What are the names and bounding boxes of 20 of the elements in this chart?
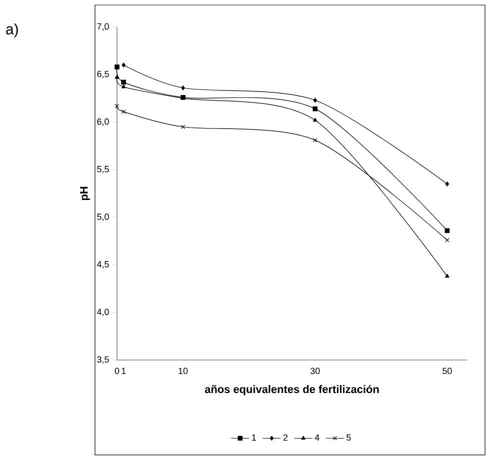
y-tick-label: 5,5 <box>97 166 109 174</box>
x-tick-label: 0 <box>114 368 120 374</box>
legend-label: 1 <box>252 434 256 441</box>
y-tick-label: 7,0 <box>97 23 109 31</box>
legend-label: 4 <box>314 434 320 441</box>
y-tick-label: 3,5 <box>97 356 109 364</box>
x-tick-label: 1 <box>122 368 126 374</box>
text: a) <box>6 24 18 38</box>
y-tick-label: 4,5 <box>96 261 109 268</box>
y-tick-label: 4,0 <box>96 308 109 316</box>
legend-label: 5 <box>346 434 351 441</box>
x-axis-title: años equivalentes de fertilización <box>204 384 379 396</box>
y-tick-label: 6,5 <box>97 70 109 78</box>
y-tick-label: 5,0 <box>97 214 109 221</box>
y-axis-title: pH <box>80 186 90 200</box>
legend-label: 2 <box>283 434 288 441</box>
x-tick-label: 50 <box>442 368 452 374</box>
x-tick-label: 30 <box>310 368 320 374</box>
y-tick-label: 6,0 <box>97 118 109 126</box>
x-tick-label: 10 <box>178 368 188 374</box>
